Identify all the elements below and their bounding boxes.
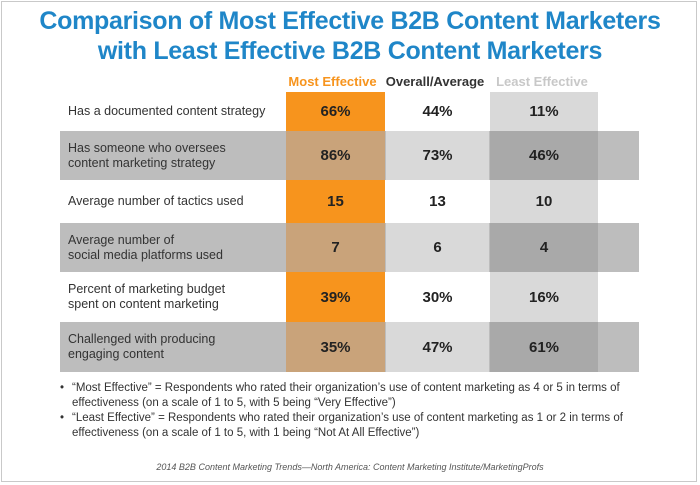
footnote-least-effective: • “Least Effective” = Respondents who ra…	[58, 411, 658, 441]
cell-least-effective: 46%	[490, 131, 598, 180]
column-header-most-effective: Most Effective	[288, 74, 377, 89]
column-header-least-effective: Least Effective	[496, 74, 588, 89]
title-line-2: with Least Effective B2B Content Markete…	[97, 37, 603, 65]
bullet: •	[60, 382, 65, 394]
cell-most-effective: 15	[286, 180, 385, 223]
row-label: Percent of marketing budget spent on con…	[68, 282, 226, 311]
cell-overall-average: 47%	[386, 322, 489, 372]
table-row: Has a documented content strategy 66% 44% 1…	[60, 92, 639, 131]
bullet: •	[60, 412, 65, 424]
cell-most-effective: 66%	[286, 92, 385, 131]
cell-least-effective: 16%	[490, 272, 598, 322]
row-label: Challenged with producing engaging conte…	[68, 332, 216, 361]
table-row: Average number of social media platforms…	[60, 223, 639, 272]
cell-overall-average: 44%	[386, 92, 489, 131]
cell-most-effective: 7	[286, 223, 385, 272]
table-row: Has someone who oversees content marketi…	[60, 131, 639, 180]
cell-overall-average: 73%	[386, 131, 489, 180]
cell-least-effective: 11%	[490, 92, 598, 131]
cell-most-effective: 35%	[286, 322, 385, 372]
row-label: Has a documented content strategy	[68, 104, 266, 118]
footnote-text: “Least Effective” = Respondents who rate…	[72, 412, 623, 439]
cell-overall-average: 30%	[386, 272, 489, 322]
cell-least-effective: 4	[490, 223, 598, 272]
footnote-text: “Most Effective” = Respondents who rated…	[72, 382, 620, 409]
cell-most-effective: 86%	[286, 131, 385, 180]
chart-title: Comparison of Most Effective B2B Content…	[0, 6, 700, 66]
title-line-1: Comparison of Most Effective B2B Content…	[39, 7, 661, 35]
cell-most-effective: 39%	[286, 272, 385, 322]
row-label: Average number of tactics used	[68, 194, 244, 208]
table-row: Challenged with producing engaging conte…	[60, 322, 639, 372]
column-header-overall-average: Overall/Average	[385, 74, 485, 89]
table-row: Percent of marketing budget spent on con…	[60, 272, 639, 322]
table-row: Average number of tactics used 15 13 10	[60, 180, 639, 223]
cell-least-effective: 10	[490, 180, 598, 223]
cell-least-effective: 61%	[490, 322, 598, 372]
cell-overall-average: 13	[386, 180, 489, 223]
cell-overall-average: 6	[386, 223, 489, 272]
source-citation: 2014 B2B Content Marketing Trends—North …	[156, 462, 544, 472]
footnote-most-effective: • “Most Effective” = Respondents who rat…	[58, 381, 658, 411]
row-label: Average number of social media platforms…	[68, 232, 223, 262]
footnotes: • “Most Effective” = Respondents who rat…	[58, 381, 658, 441]
row-label: Has someone who oversees content marketi…	[68, 140, 226, 170]
